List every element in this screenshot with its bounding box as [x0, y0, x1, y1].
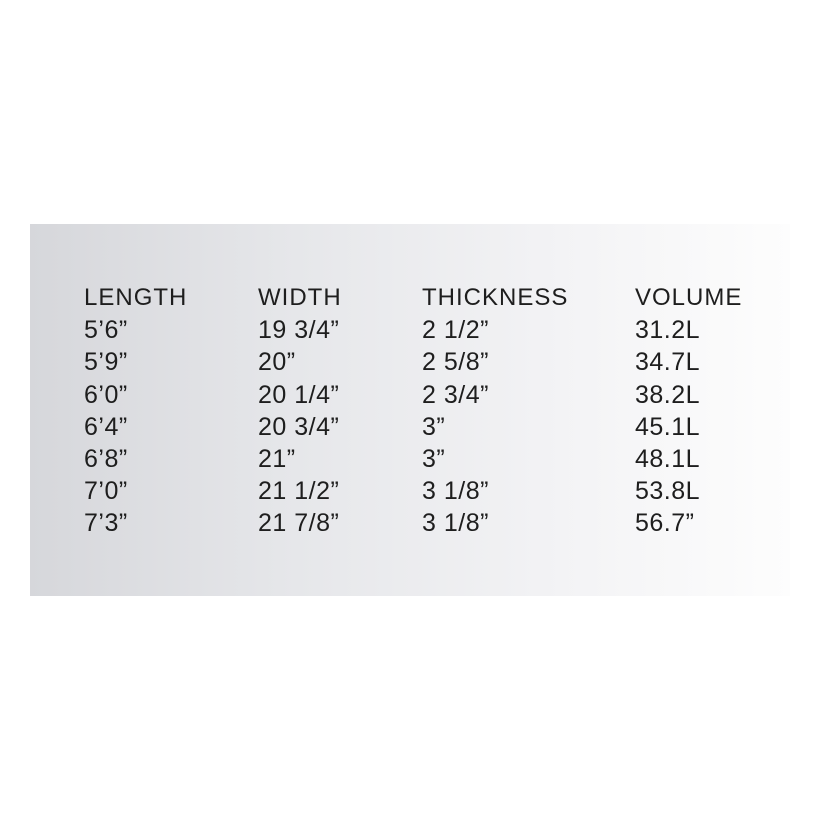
cell-length: 7’3” — [84, 509, 128, 538]
header-length: LENGTH — [84, 284, 188, 311]
cell-length: 6’4” — [84, 412, 128, 441]
table-row: 5’6” 19 3/4” 2 1/2” 31.2L — [84, 314, 785, 346]
cell-thickness: 3” — [422, 412, 446, 441]
cell-width: 20” — [258, 348, 296, 377]
cell-length: 5’9” — [84, 348, 128, 377]
spec-panel — [30, 224, 790, 596]
cell-volume: 38.2L — [635, 380, 701, 409]
header-row: LENGTH WIDTH THICKNESS VOLUME — [84, 282, 785, 314]
cell-volume: 45.1L — [635, 412, 701, 441]
cell-volume: 31.2L — [635, 316, 701, 345]
cell-length: 6’8” — [84, 444, 128, 473]
cell-volume: 56.7” — [635, 509, 695, 538]
header-volume: VOLUME — [635, 284, 743, 311]
table-row: 7’0” 21 1/2” 3 1/8” 53.8L — [84, 475, 785, 507]
cell-thickness: 2 5/8” — [422, 348, 489, 377]
cell-thickness: 3 1/8” — [422, 477, 489, 506]
cell-volume: 53.8L — [635, 477, 701, 506]
header-thickness: THICKNESS — [422, 284, 569, 311]
cell-width: 20 3/4” — [258, 412, 340, 441]
table-row: 5’9” 20” 2 5/8” 34.7L — [84, 346, 785, 378]
table-row: 6’0” 20 1/4” 2 3/4” 38.2L — [84, 379, 785, 411]
cell-width: 21 1/2” — [258, 477, 340, 506]
size-spec-table: LENGTH WIDTH THICKNESS VOLUME 5’6” 19 3/4… — [84, 282, 785, 540]
cell-length: 5’6” — [84, 316, 128, 345]
table-row: 6’8” 21” 3” 48.1L — [84, 443, 785, 475]
cell-width: 19 3/4” — [258, 316, 340, 345]
table-row: 7’3” 21 7/8” 3 1/8” 56.7” — [84, 507, 785, 539]
cell-thickness: 3 1/8” — [422, 509, 489, 538]
cell-length: 6’0” — [84, 380, 128, 409]
cell-width: 21 7/8” — [258, 509, 340, 538]
cell-width: 20 1/4” — [258, 380, 340, 409]
cell-width: 21” — [258, 444, 296, 473]
cell-length: 7’0” — [84, 477, 128, 506]
table-row: 6’4” 20 3/4” 3” 45.1L — [84, 411, 785, 443]
header-width: WIDTH — [258, 284, 342, 311]
cell-thickness: 3” — [422, 444, 446, 473]
cell-thickness: 2 1/2” — [422, 316, 489, 345]
cell-volume: 34.7L — [635, 348, 701, 377]
cell-volume: 48.1L — [635, 444, 701, 473]
cell-thickness: 2 3/4” — [422, 380, 489, 409]
